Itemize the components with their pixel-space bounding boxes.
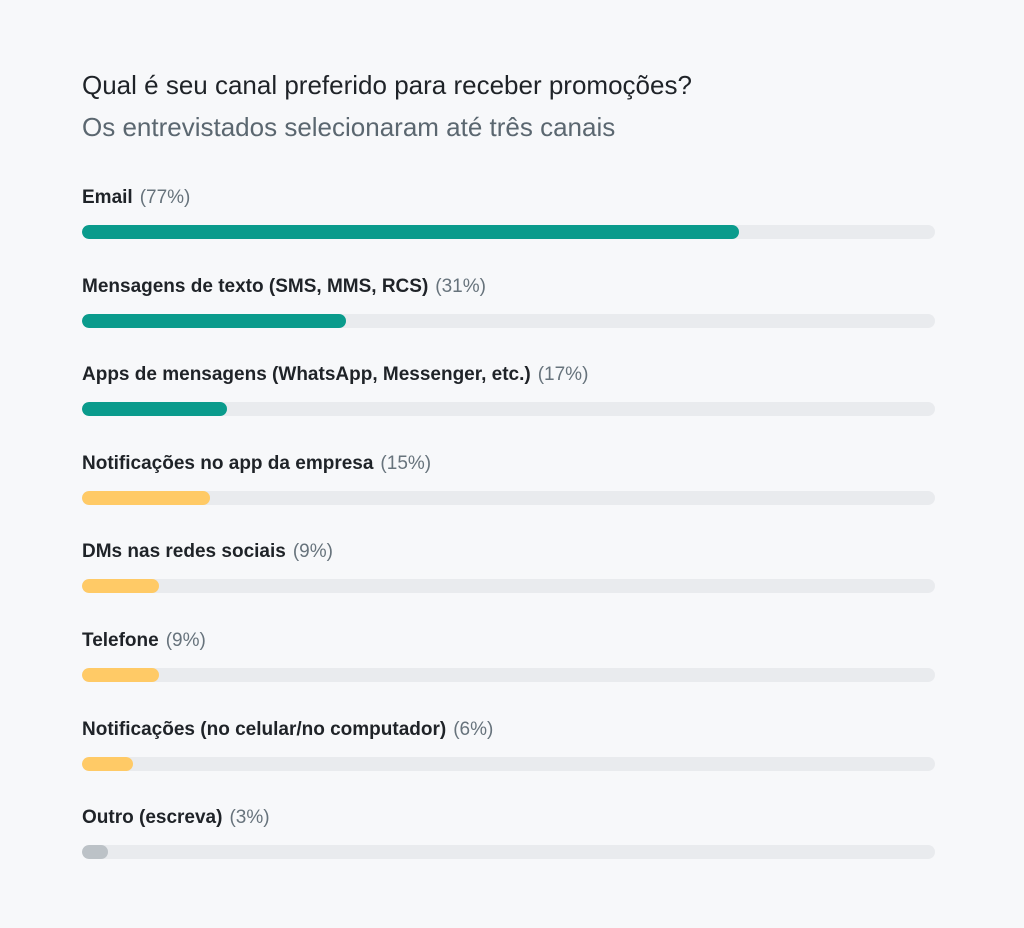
bar-fill [82, 845, 108, 860]
percent-label: (9%) [292, 541, 333, 563]
bar-row: DMs nas redes sociais (9%) [82, 534, 935, 594]
chart-subtitle: Os entrevistados selecionaram até três c… [82, 112, 616, 142]
bar-label: Telefone (9%) [82, 628, 206, 654]
bar-track [82, 490, 935, 505]
bar-track [82, 579, 935, 594]
bar-row: Apps de mensagens (WhatsApp, Messenger, … [82, 357, 935, 417]
bar-fill [82, 579, 159, 594]
bar-fill [82, 756, 133, 771]
bar-label: Mensagens de texto (SMS, MMS, RCS) (31%) [82, 274, 486, 300]
percent-label: (3%) [229, 807, 270, 829]
bar-label: Notificações no app da empresa (15%) [82, 451, 431, 477]
bar-fill [82, 402, 227, 417]
bar-track [82, 225, 935, 239]
bar-label: Outro (escreva) (3%) [82, 805, 270, 831]
category-label: Outro (escreva) [82, 807, 223, 829]
bar-track [82, 402, 935, 417]
category-label: Apps de mensagens (WhatsApp, Messenger, … [82, 364, 531, 386]
category-label: DMs nas redes sociais [82, 541, 286, 563]
percent-label: (17%) [537, 364, 589, 386]
bar-row: Outro (escreva) (3%) [82, 800, 935, 860]
bar-row: Notificações no app da empresa (15%) [82, 446, 935, 506]
bar-track [82, 756, 935, 771]
percent-label: (9%) [165, 630, 206, 651]
bar-row: Email (77%) [82, 180, 935, 240]
bar-label: DMs nas redes sociais (9%) [82, 539, 333, 565]
bar-track [82, 845, 935, 860]
percent-label: (77%) [139, 187, 191, 208]
percent-label: (31%) [435, 275, 486, 297]
category-label: Notificações (no celular/no computador) [82, 718, 447, 740]
category-label: Email [82, 187, 133, 208]
bar-fill [82, 490, 210, 505]
bar-track [82, 313, 935, 328]
bar-label: Notificações (no celular/no computador) (… [82, 717, 493, 743]
bar-fill [82, 225, 739, 239]
bar-fill [82, 313, 346, 328]
bar-track [82, 668, 935, 682]
bar-fill [82, 668, 159, 682]
bar-label: Email (77%) [82, 185, 190, 211]
category-label: Telefone [82, 630, 159, 651]
category-label: Mensagens de texto (SMS, MMS, RCS) [82, 275, 429, 297]
bar-row: Telefone (9%) [82, 623, 935, 683]
percent-label: (15%) [380, 452, 432, 474]
percent-label: (6%) [453, 718, 494, 740]
bar-row: Mensagens de texto (SMS, MMS, RCS) (31%) [82, 269, 935, 329]
bar-label: Apps de mensagens (WhatsApp, Messenger, … [82, 362, 588, 388]
bar-row: Notificações (no celular/no computador) (… [82, 712, 935, 772]
category-label: Notificações no app da empresa [82, 452, 374, 474]
chart-title: Qual é seu canal preferido para receber … [82, 70, 692, 100]
